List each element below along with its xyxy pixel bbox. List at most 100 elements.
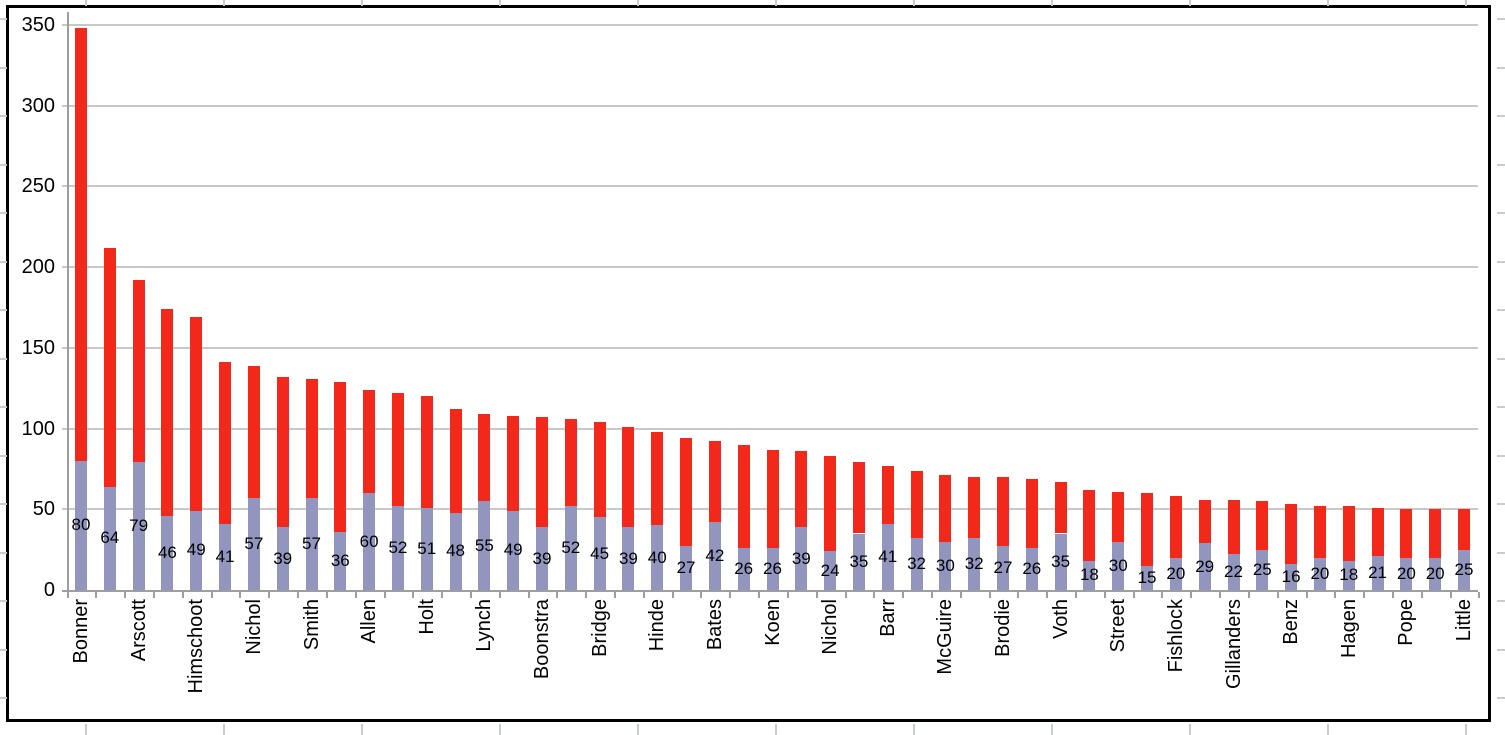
x-axis-tick (181, 592, 184, 598)
worksheet-gridline-stub (85, 724, 87, 735)
bar-bottom-segment (651, 525, 664, 590)
x-axis-category-label: Benz (1280, 599, 1303, 645)
x-axis-tick (1046, 592, 1049, 598)
x-axis-tick (758, 592, 761, 598)
bar-bottom-segment (1285, 564, 1298, 590)
bar-value-label: 18 (1339, 565, 1359, 585)
x-axis-tick (1190, 592, 1193, 598)
bar-value-label: 25 (1252, 559, 1272, 579)
bar-value-label: 41 (878, 546, 898, 566)
bar-top-segment (190, 317, 203, 511)
bar-value-label: 18 (1079, 565, 1099, 585)
worksheet-gridline-stub (1189, 0, 1191, 6)
y-gridline (62, 185, 1478, 188)
x-axis-category-label: Barr (876, 599, 899, 637)
worksheet-gridline-stub (499, 724, 501, 735)
bar-top-segment (219, 362, 232, 524)
x-axis-line (62, 590, 1478, 592)
worksheet-gridline-stub (0, 697, 7, 699)
bar-top-segment (449, 409, 462, 513)
x-axis-category-label: Allen (358, 599, 381, 644)
worksheet-gridline-stub (913, 724, 915, 735)
bar-top-segment (1342, 506, 1355, 561)
bar-bottom-segment (449, 512, 462, 590)
bar-bottom-segment (1429, 557, 1442, 590)
bar-top-segment (305, 378, 318, 498)
bar-bottom-segment (190, 510, 203, 590)
x-axis-tick (585, 592, 588, 598)
x-axis-category-label: Boonstra (531, 599, 553, 680)
x-axis-tick (527, 592, 530, 598)
worksheet-gridline-stub (0, 600, 7, 602)
worksheet-gridline-stub (1497, 454, 1505, 457)
worksheet-gridline-stub (1497, 697, 1505, 699)
worksheet-gridline-stub (775, 0, 777, 6)
x-axis-tick (642, 592, 645, 598)
bar-value-label: 21 (1368, 563, 1388, 583)
x-axis-tick (210, 592, 213, 598)
bar-value-label: 40 (647, 547, 667, 567)
worksheet-gridline-stub (1497, 115, 1505, 117)
bar-top-segment (708, 441, 721, 523)
x-axis-category-label: Pope (1395, 599, 1418, 646)
bar-top-segment (1313, 506, 1326, 558)
bar-bottom-segment (968, 538, 981, 590)
x-axis-category-label: Nichol (242, 599, 265, 655)
worksheet-gridline-stub (1497, 260, 1505, 263)
bar-bottom-segment (766, 548, 779, 590)
bar-value-label: 45 (590, 543, 610, 563)
bar-bottom-segment (536, 527, 548, 590)
bar-value-label: 79 (129, 516, 149, 536)
bar-bottom-segment (910, 538, 923, 590)
x-axis-tick (930, 592, 933, 598)
worksheet-gridline-stub (223, 724, 225, 735)
bar-value-label: 48 (446, 541, 466, 561)
bar-bottom-segment (305, 497, 318, 590)
bar-top-segment (795, 451, 808, 528)
bar-top-segment (161, 309, 174, 516)
bar-value-label: 39 (532, 548, 552, 568)
bar-value-label: 36 (330, 550, 350, 570)
x-axis-tick (1219, 592, 1222, 598)
x-axis-tick (729, 592, 732, 598)
bar-value-label: 57 (244, 533, 264, 553)
worksheet-gridline-stub (637, 0, 639, 6)
bar-bottom-segment (881, 523, 894, 590)
x-axis-tick (95, 592, 98, 598)
bar-bottom-segment (478, 501, 491, 590)
bar-top-segment (247, 365, 260, 498)
x-axis-category-label: Himschoot (185, 599, 208, 694)
bar-bottom-segment (103, 486, 116, 590)
x-axis-tick (1247, 592, 1250, 598)
bar-bottom-segment (507, 510, 520, 590)
x-axis-tick (441, 592, 444, 598)
bar-top-segment (824, 456, 837, 552)
y-axis-line (67, 12, 69, 592)
bar-top-segment (420, 396, 433, 508)
bar-bottom-segment (1054, 533, 1067, 590)
worksheet-gridline-stub (361, 724, 363, 735)
chart-frame (6, 5, 1491, 722)
bar-bottom-segment (680, 546, 693, 590)
bar-bottom-segment (75, 460, 87, 590)
worksheet-gridline-stub (1327, 0, 1329, 6)
bar-value-label: 35 (1051, 551, 1071, 571)
worksheet-gridline-stub (1497, 212, 1505, 214)
x-axis-category-label: Brodie (992, 599, 1014, 657)
x-axis-category-label: Hagen (1337, 599, 1360, 658)
y-axis-tick-label: 200 (21, 256, 55, 279)
x-axis-tick (988, 592, 991, 598)
worksheet-gridline-stub (0, 260, 7, 263)
bar-top-segment (737, 444, 750, 549)
bar-top-segment (1054, 481, 1067, 534)
worksheet-gridline-stub (0, 454, 7, 457)
worksheet-gridline-stub (1497, 66, 1505, 69)
bar-value-label: 32 (907, 554, 927, 574)
worksheet-gridline-stub (1497, 503, 1505, 505)
worksheet-gridline-stub (1497, 357, 1505, 360)
bar-top-segment (1083, 489, 1096, 561)
bar-top-segment (997, 477, 1009, 547)
bar-value-label: 26 (763, 559, 782, 578)
x-axis-tick (671, 592, 674, 598)
x-axis-tick (354, 592, 357, 598)
